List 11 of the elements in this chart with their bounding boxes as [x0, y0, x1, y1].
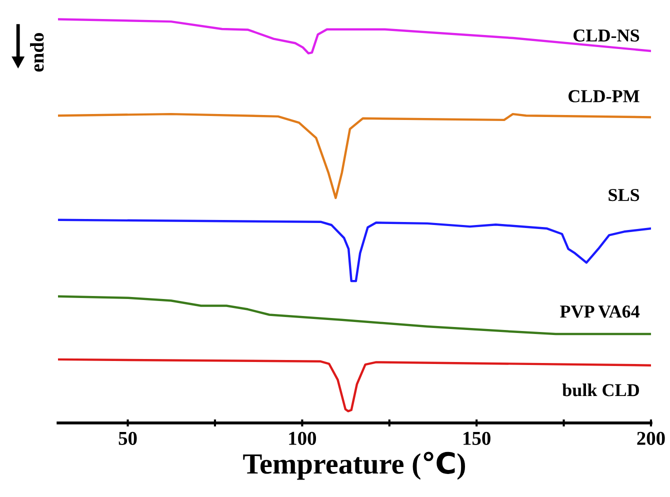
series-label: SLS: [608, 188, 640, 202]
x-tick-label: 150: [464, 432, 490, 445]
series-label: bulk CLD: [562, 384, 639, 396]
series-label: CLD-NS: [574, 29, 640, 42]
x-tick-label: 200: [637, 432, 665, 445]
y-axis-title: endo: [30, 33, 44, 72]
x-tick-label: 50: [118, 432, 137, 445]
series-label: PVP VA64: [560, 306, 640, 318]
x-tick-label: 100: [289, 432, 316, 445]
x-axis-title: Tempreature (℃): [243, 452, 465, 480]
series-label: CLD-PM: [568, 90, 640, 102]
